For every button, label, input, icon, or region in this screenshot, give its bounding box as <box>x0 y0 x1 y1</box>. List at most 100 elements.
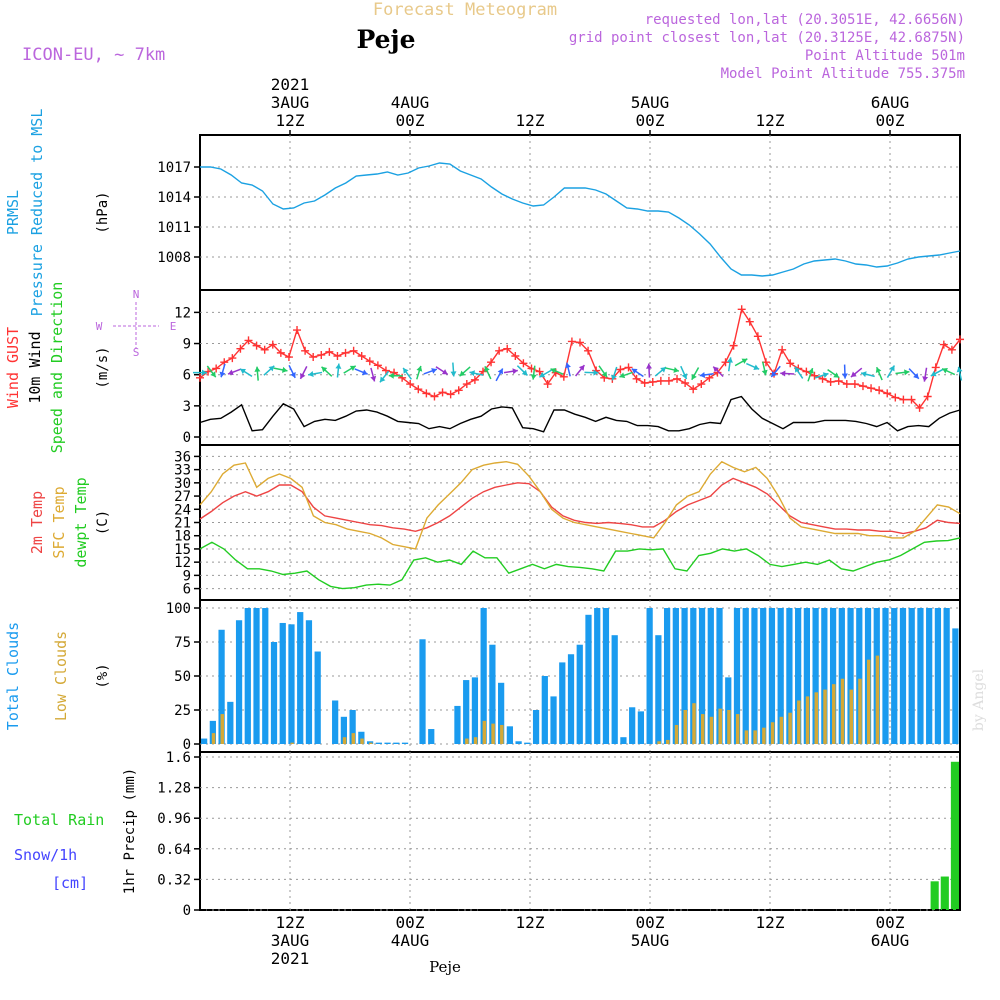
y-tick-label: 1.6 <box>166 750 191 766</box>
total-cloud-bar <box>742 608 749 744</box>
series-line-0 <box>200 162 961 277</box>
y-tick-label: 12 <box>174 305 191 321</box>
gust-marker <box>850 380 859 389</box>
y-tick-label: 24 <box>174 502 191 518</box>
total-cloud-bar <box>629 707 636 744</box>
meteogram-title: Forecast Meteogram <box>373 0 557 20</box>
total-cloud-bar <box>524 742 531 744</box>
y-tick-label: 100 <box>166 601 191 617</box>
wind-arrow <box>206 365 217 378</box>
y-tick-label: 0.64 <box>157 842 191 858</box>
total-cloud-bar <box>733 608 741 744</box>
time-label-bottom: 3AUG <box>271 931 310 950</box>
wind-arrow-head <box>416 365 423 372</box>
wind-arrow-head <box>578 365 585 371</box>
wind-arrow-head <box>761 369 768 376</box>
time-label-top: 5AUG <box>631 93 670 112</box>
wind-arrow <box>469 370 484 377</box>
low-cloud-bar <box>290 742 294 744</box>
wind-arrow <box>354 368 368 376</box>
wind-arrow <box>908 368 920 380</box>
gust-marker <box>947 345 956 354</box>
wind-arrow <box>761 361 768 376</box>
wind-arrow-head <box>450 371 457 377</box>
low-cloud-bar <box>805 696 810 744</box>
wind-arrow <box>886 365 896 379</box>
y-tick-label: 1014 <box>157 190 191 206</box>
low-cloud-bar <box>718 708 722 744</box>
total-cloud-bar <box>541 676 548 744</box>
y-tick-label: 0.32 <box>157 872 191 888</box>
gust-marker <box>381 366 390 375</box>
gust-marker <box>778 345 787 354</box>
wind-arrow <box>288 364 296 379</box>
wind-arrow <box>860 371 875 378</box>
low-cloud-bar <box>500 724 504 744</box>
time-label-top: 4AUG <box>391 93 430 112</box>
wind-arrow-head <box>202 369 207 376</box>
series-label: 2m Temp <box>28 491 46 554</box>
wind-arrow-head <box>431 368 437 374</box>
wind-arrow <box>388 372 403 379</box>
gust-marker <box>786 359 795 368</box>
low-cloud-bar <box>700 714 705 744</box>
gust-marker <box>721 358 730 367</box>
wind-arrow-head <box>370 375 377 382</box>
wind-arrow <box>875 366 883 381</box>
low-cloud-bar <box>657 741 661 744</box>
y-axis-label: (%) <box>95 663 111 688</box>
wind-arrow-head <box>727 357 733 363</box>
total-cloud-bar <box>655 635 662 744</box>
gust-marker <box>543 380 552 389</box>
wind-arrow <box>584 369 599 376</box>
gust-marker <box>923 392 932 401</box>
wind-arrow-head <box>441 369 448 375</box>
wind-arrow-head <box>645 363 652 369</box>
wind-arrow <box>645 363 652 378</box>
wind-arrow <box>402 367 412 380</box>
wind-arrow-head <box>388 372 394 379</box>
gust-marker <box>284 353 293 362</box>
total-cloud-bar <box>777 608 784 744</box>
gust-marker <box>406 380 415 389</box>
gust-marker <box>616 365 625 374</box>
low-cloud-bar <box>770 722 775 744</box>
series-label: Total Clouds <box>4 622 22 730</box>
gust-marker <box>931 363 940 372</box>
wind-arrow-head <box>631 368 638 374</box>
time-label-bottom: 2021 <box>271 949 310 968</box>
gust-marker <box>341 348 350 357</box>
wind-arrow-head <box>771 371 777 377</box>
y-tick-label: 0 <box>183 430 191 446</box>
wind-arrow <box>619 371 633 379</box>
wind-arrow-head <box>497 368 503 375</box>
y-tick-label: 75 <box>174 635 191 651</box>
y-tick-label: 25 <box>174 703 191 719</box>
gust-marker <box>511 352 520 360</box>
gust-marker <box>842 380 851 389</box>
gust-marker <box>584 346 593 355</box>
total-cloud-bar <box>471 677 479 744</box>
wind-arrow-head <box>875 367 882 373</box>
wind-arrow-head <box>922 376 929 382</box>
y-tick-label: 1011 <box>157 220 191 236</box>
time-label-bottom: 00Z <box>636 913 665 932</box>
compass-w: W <box>96 320 103 333</box>
wind-arrow <box>416 365 423 380</box>
compass-s: S <box>133 346 140 359</box>
wind-arrow <box>770 365 781 378</box>
compass-rose: N S W E <box>96 288 177 359</box>
wind-arrow-head <box>521 369 528 376</box>
series-line-1 <box>199 460 961 550</box>
total-cloud-bar <box>498 682 505 744</box>
wind-arrow-head <box>335 363 342 369</box>
gust-marker <box>349 346 358 355</box>
total-cloud-bar <box>611 635 618 744</box>
wind-arrow-head <box>673 367 679 373</box>
gust-marker <box>729 341 738 350</box>
total-cloud-bar <box>637 711 645 744</box>
wind-arrow-head <box>530 374 537 380</box>
series-label: Low Clouds <box>52 631 70 721</box>
total-cloud-bar <box>489 644 496 744</box>
total-cloud-bar <box>201 738 208 744</box>
